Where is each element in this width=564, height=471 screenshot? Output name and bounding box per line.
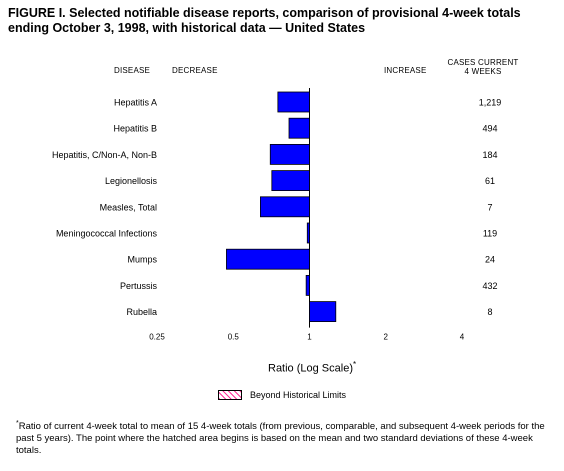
tick-label: 0.25	[149, 333, 165, 342]
x-axis-title: Ratio (Log Scale)*	[268, 360, 356, 375]
category-label: Rubella	[126, 307, 157, 317]
category-label: Hepatitis B	[113, 124, 157, 134]
category-label: Legionellosis	[105, 176, 158, 186]
category-label: Meningococcal Infections	[56, 229, 158, 239]
cases-value: 8	[487, 307, 492, 317]
bar	[306, 222, 310, 244]
footnote-marker: *	[16, 420, 19, 427]
legend-label: Beyond Historical Limits	[250, 390, 347, 400]
category-label: Hepatitis A	[114, 98, 157, 108]
footnote-text: Ratio of current 4-week total to mean of…	[16, 421, 545, 457]
tick-label: 4	[460, 333, 465, 342]
cases-value: 432	[482, 281, 497, 291]
cases-value: 119	[483, 229, 497, 239]
category-label: Measles, Total	[100, 202, 157, 212]
chart-title: FIGURE I. Selected notifiable disease re…	[8, 6, 521, 35]
footnote: *Ratio of current 4-week total to mean o…	[16, 418, 556, 457]
cases-header-line1: CASES CURRENT	[447, 58, 519, 67]
disease-column-header: DISEASE	[114, 66, 151, 75]
cases-value: 24	[485, 255, 495, 265]
bar	[288, 117, 310, 139]
bar	[305, 274, 310, 296]
tick-label: 2	[384, 333, 389, 342]
decrease-label: DECREASE	[172, 66, 218, 75]
x-axis-title-marker: *	[353, 360, 357, 369]
bar	[271, 170, 310, 192]
x-axis-title-text: Ratio (Log Scale)	[268, 362, 353, 375]
cases-value: 7	[487, 202, 492, 212]
legend: Beyond Historical Limits	[218, 390, 346, 400]
cases-column-header: CASES CURRENT 4 WEEKS	[436, 58, 530, 76]
cases-value: 1,219	[479, 98, 502, 108]
bar	[277, 91, 310, 113]
cases-value: 184	[482, 150, 497, 160]
legend-hatch-swatch	[218, 390, 242, 400]
bar	[260, 196, 310, 218]
category-label: Hepatitis, C/Non-A, Non-B	[52, 150, 157, 160]
cases-value: 61	[485, 176, 495, 186]
cases-header-line2: 4 WEEKS	[464, 67, 502, 76]
bar	[309, 301, 337, 323]
bar	[269, 143, 310, 165]
category-label: Mumps	[127, 255, 157, 265]
tick-label: 1	[307, 333, 312, 342]
tick-label: 0.5	[228, 333, 240, 342]
increase-label: INCREASE	[384, 66, 427, 75]
category-label: Pertussis	[120, 281, 158, 291]
cases-value: 494	[482, 124, 497, 134]
bar	[226, 248, 310, 270]
